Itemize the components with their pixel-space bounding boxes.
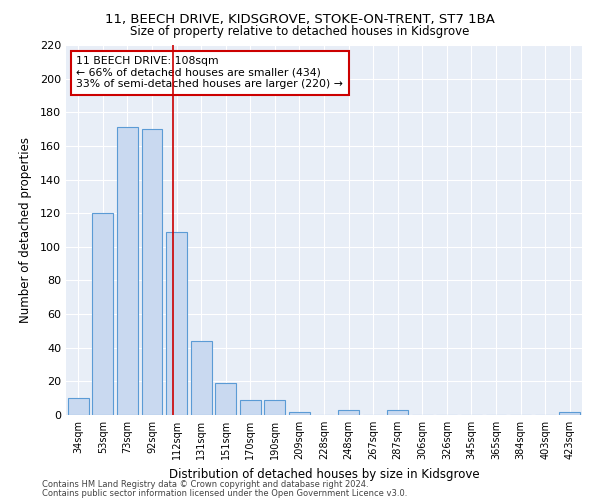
Bar — [387, 410, 408, 415]
Text: 11, BEECH DRIVE, KIDSGROVE, STOKE-ON-TRENT, ST7 1BA: 11, BEECH DRIVE, KIDSGROVE, STOKE-ON-TRE… — [105, 12, 495, 26]
Bar — [166, 232, 187, 415]
Bar — [191, 341, 212, 415]
Bar — [240, 400, 261, 415]
Text: 11 BEECH DRIVE: 108sqm
← 66% of detached houses are smaller (434)
33% of semi-de: 11 BEECH DRIVE: 108sqm ← 66% of detached… — [76, 56, 343, 90]
Text: Size of property relative to detached houses in Kidsgrove: Size of property relative to detached ho… — [130, 25, 470, 38]
Bar — [68, 398, 89, 415]
Bar — [215, 383, 236, 415]
Bar — [289, 412, 310, 415]
Bar — [559, 412, 580, 415]
Bar — [142, 129, 163, 415]
Y-axis label: Number of detached properties: Number of detached properties — [19, 137, 32, 323]
Bar — [117, 128, 138, 415]
Bar — [92, 213, 113, 415]
Bar — [265, 400, 286, 415]
Text: Contains HM Land Registry data © Crown copyright and database right 2024.: Contains HM Land Registry data © Crown c… — [42, 480, 368, 489]
Text: Contains public sector information licensed under the Open Government Licence v3: Contains public sector information licen… — [42, 488, 407, 498]
Bar — [338, 410, 359, 415]
X-axis label: Distribution of detached houses by size in Kidsgrove: Distribution of detached houses by size … — [169, 468, 479, 480]
